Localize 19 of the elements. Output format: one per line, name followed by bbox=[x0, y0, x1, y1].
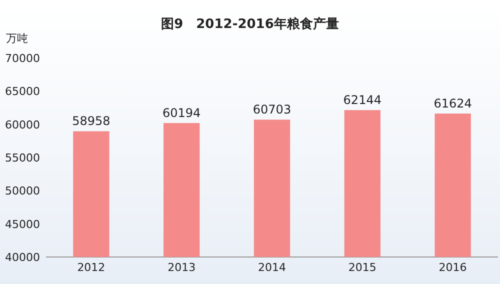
x-tick-label: 2014 bbox=[258, 261, 286, 274]
y-tick-label: 65000 bbox=[5, 85, 40, 98]
y-tick-label: 55000 bbox=[5, 152, 40, 164]
y-tick-label: 70000 bbox=[5, 52, 40, 65]
data-label: 60194 bbox=[162, 106, 201, 120]
x-tick-label: 2013 bbox=[168, 261, 196, 274]
y-tick-label: 40000 bbox=[5, 251, 40, 264]
data-label: 62144 bbox=[343, 93, 382, 108]
y-tick-label: 60000 bbox=[5, 118, 40, 132]
y-tick-label: 45000 bbox=[5, 218, 40, 231]
x-tick-label: 2012 bbox=[77, 261, 106, 274]
x-tick-label: 2015 bbox=[348, 261, 376, 274]
data-label: 58958 bbox=[72, 114, 110, 128]
x-tick-label: 2016 bbox=[438, 261, 467, 274]
chart-title: 图9 2012-2016年粮食产量 bbox=[161, 16, 339, 32]
data-label: 60703 bbox=[252, 102, 292, 117]
data-label: 61624 bbox=[434, 96, 472, 111]
y-axis-title: 万吨 bbox=[6, 32, 28, 45]
y-tick-label: 50000 bbox=[5, 184, 40, 198]
